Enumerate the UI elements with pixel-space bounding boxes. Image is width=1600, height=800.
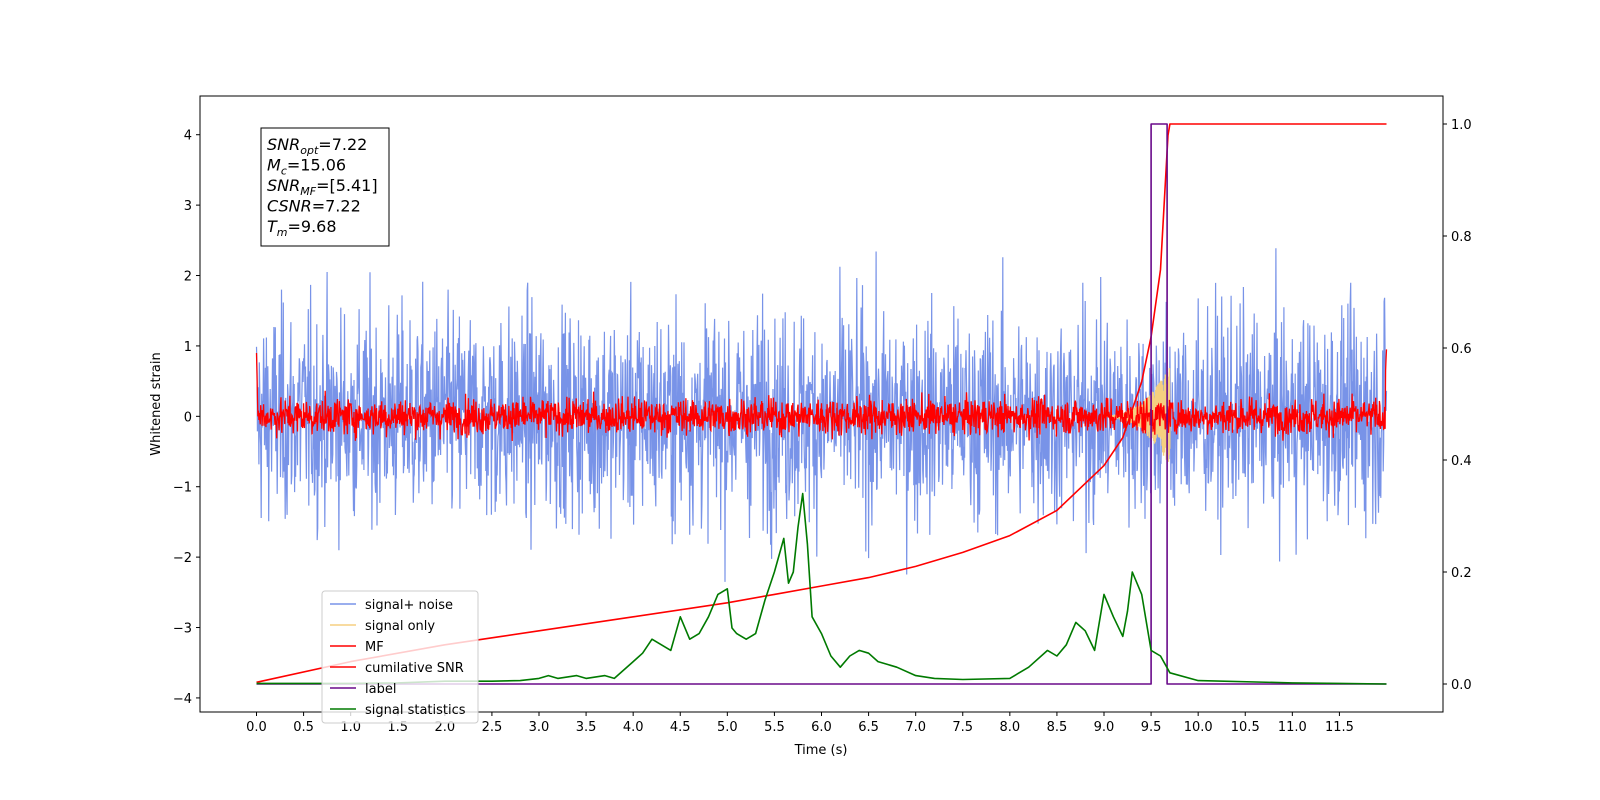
- legend-label: signal only: [365, 619, 435, 634]
- x-tick-label: 10.5: [1231, 720, 1260, 735]
- x-tick-label: 5.5: [764, 720, 785, 735]
- x-axis: 0.0 0.5 1.0 1.5 2.0 2.5 3.0 3.5 4.0 4.5 5.0 5.5 6.0 6…: [246, 712, 1354, 735]
- x-tick-label: 5.0: [717, 720, 738, 735]
- legend-label: MF: [365, 640, 384, 655]
- y-tick-label: −4: [173, 692, 192, 707]
- x-tick-label: 0.0: [246, 720, 267, 735]
- y-axis-label: Whitened strain: [149, 352, 164, 455]
- x-tick-label: 7.5: [952, 720, 973, 735]
- y2-tick-label: 0.8: [1451, 230, 1472, 245]
- y2-tick-label: 0.4: [1451, 454, 1472, 469]
- legend-label: cumilative SNR: [365, 661, 464, 676]
- y-tick-label: 1: [184, 340, 192, 355]
- x-tick-label: 11.5: [1325, 720, 1354, 735]
- x-tick-label: 9.5: [1141, 720, 1162, 735]
- x-tick-label: 3.5: [576, 720, 597, 735]
- y-tick-label: 2: [184, 270, 192, 285]
- x-tick-label: 3.0: [529, 720, 550, 735]
- x-tick-label: 6.5: [858, 720, 879, 735]
- y2-tick-label: 0.6: [1451, 342, 1472, 357]
- annotation-line: Mc=15.06: [267, 156, 346, 178]
- x-tick-label: 11.0: [1278, 720, 1307, 735]
- y-tick-label: 0: [184, 410, 192, 425]
- stats-annotation-box: SNRopt=7.22Mc=15.06SNRMF=[5.41]CSNR=7.22…: [260, 127, 390, 247]
- y2-tick-label: 0.2: [1451, 566, 1472, 581]
- annotation-line: SNRopt=7.22: [267, 135, 367, 157]
- annotation-line: Tm=9.68: [267, 217, 337, 239]
- x-tick-label: 2.0: [434, 720, 455, 735]
- y-axis-left: −4 −3 −2 −1 0 1 2 3 4: [173, 129, 200, 707]
- y-tick-label: −3: [173, 622, 192, 637]
- series-signal-statistics-line: [256, 492, 1387, 685]
- x-tick-label: 1.5: [387, 720, 408, 735]
- x-tick-label: 4.0: [623, 720, 644, 735]
- y-axis-right: 0.0 0.2 0.4 0.6 0.8 1.0: [1443, 118, 1472, 693]
- annotation-line: SNRMF=[5.41]: [267, 176, 378, 198]
- x-tick-label: 10.0: [1184, 720, 1213, 735]
- series-mf-line: [255, 349, 1388, 442]
- x-axis-label: Time (s): [794, 743, 848, 758]
- series-signal-noise-line: [255, 248, 1388, 582]
- y2-tick-label: 0.0: [1451, 678, 1472, 693]
- x-tick-label: 1.0: [340, 720, 361, 735]
- series-cumilative-snr-line: [256, 123, 1387, 684]
- y-tick-label: −1: [173, 481, 192, 496]
- x-tick-label: 8.5: [1047, 720, 1068, 735]
- annotation-frame: [260, 127, 390, 247]
- x-tick-label: 2.5: [482, 720, 503, 735]
- y2-tick-label: 1.0: [1451, 118, 1472, 133]
- series-label-line: [256, 123, 1387, 685]
- y-tick-label: −2: [173, 551, 192, 566]
- legend-label: label: [365, 682, 396, 697]
- x-tick-label: 0.5: [293, 720, 314, 735]
- legend: signal+ noise signal only MF cumilative SNR…: [321, 590, 479, 724]
- legend-label: signal+ noise: [365, 598, 453, 613]
- y-tick-label: 3: [184, 199, 192, 214]
- x-tick-label: 9.0: [1094, 720, 1115, 735]
- y-tick-label: 4: [184, 129, 192, 144]
- x-tick-label: 7.0: [905, 720, 926, 735]
- annotation-line: CSNR=7.22: [267, 197, 361, 216]
- legend-label: signal statistics: [365, 703, 466, 718]
- plot-area: [255, 123, 1388, 685]
- x-tick-label: 4.5: [670, 720, 691, 735]
- x-tick-label: 8.0: [999, 720, 1020, 735]
- x-tick-label: 6.0: [811, 720, 832, 735]
- legend-frame: [321, 590, 479, 724]
